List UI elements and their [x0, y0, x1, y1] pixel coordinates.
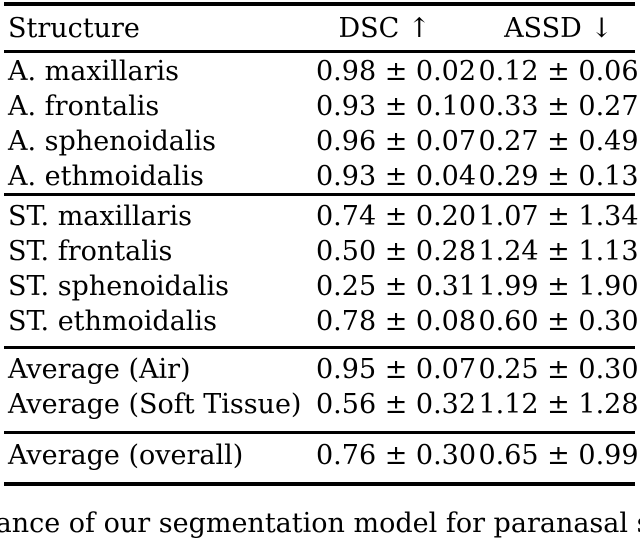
- section-group-averages: Average (Air) 0.95 ± 0.07 0.25 ± 0.30 Av…: [0, 352, 640, 422]
- dsc-cell: 0.93 ± 0.10: [316, 91, 477, 122]
- caption-text-fragment: mance of our segmentation model for para…: [0, 508, 640, 539]
- assd-cell: 1.24 ± 1.13: [478, 236, 639, 267]
- assd-cell: 1.12 ± 1.28: [478, 389, 639, 420]
- table-row: A. ethmoidalis 0.93 ± 0.04 0.29 ± 0.13: [0, 159, 640, 194]
- table-row: A. frontalis 0.93 ± 0.10 0.33 ± 0.27: [0, 89, 640, 124]
- structure-cell: Average (overall): [8, 440, 244, 471]
- assd-cell: 0.29 ± 0.13: [478, 161, 639, 192]
- table-row: ST. maxillaris 0.74 ± 0.20 1.07 ± 1.34: [0, 199, 640, 234]
- top-rule: [4, 2, 635, 6]
- table-row: A. maxillaris 0.98 ± 0.02 0.12 ± 0.06: [0, 54, 640, 89]
- dsc-cell: 0.76 ± 0.30: [316, 440, 477, 471]
- header-rule: [4, 50, 635, 53]
- dsc-cell: 0.74 ± 0.20: [316, 201, 477, 232]
- dsc-cell: 0.95 ± 0.07: [316, 354, 477, 385]
- structure-cell: ST. frontalis: [8, 236, 173, 267]
- dsc-cell: 0.96 ± 0.07: [316, 126, 477, 157]
- table-row: Average (overall) 0.76 ± 0.30 0.65 ± 0.9…: [0, 437, 640, 475]
- table-row: ST. sphenoidalis 0.25 ± 0.31 1.99 ± 1.90: [0, 269, 640, 304]
- table-header: Structure DSC ↑ ASSD ↓: [0, 8, 640, 50]
- section-overall-average: Average (overall) 0.76 ± 0.30 0.65 ± 0.9…: [0, 437, 640, 475]
- assd-cell: 0.12 ± 0.06: [478, 56, 639, 87]
- table-row: Average (Air) 0.95 ± 0.07 0.25 ± 0.30: [0, 352, 640, 387]
- structure-cell: ST. sphenoidalis: [8, 271, 229, 302]
- structure-cell: Average (Soft Tissue): [8, 389, 302, 420]
- dsc-cell: 0.98 ± 0.02: [316, 56, 477, 87]
- structure-cell: A. sphenoidalis: [8, 126, 216, 157]
- column-header-structure: Structure: [8, 13, 140, 44]
- assd-cell: 1.99 ± 1.90: [478, 271, 639, 302]
- assd-cell: 0.60 ± 0.30: [478, 306, 639, 337]
- table-row: A. sphenoidalis 0.96 ± 0.07 0.27 ± 0.49: [0, 124, 640, 159]
- assd-cell: 0.33 ± 0.27: [478, 91, 639, 122]
- structure-cell: A. ethmoidalis: [8, 161, 204, 192]
- bottom-rule: [4, 482, 635, 486]
- section-soft-tissue-structures: ST. maxillaris 0.74 ± 0.20 1.07 ± 1.34 S…: [0, 199, 640, 339]
- structure-cell: ST. ethmoidalis: [8, 306, 217, 337]
- structure-cell: A. maxillaris: [8, 56, 179, 87]
- table-row: Average (Soft Tissue) 0.56 ± 0.32 1.12 ±…: [0, 387, 640, 422]
- dsc-cell: 0.93 ± 0.04: [316, 161, 477, 192]
- table-row: ST. frontalis 0.50 ± 0.28 1.24 ± 1.13: [0, 234, 640, 269]
- dsc-cell: 0.56 ± 0.32: [316, 389, 477, 420]
- structure-cell: A. frontalis: [8, 91, 160, 122]
- assd-cell: 0.25 ± 0.30: [478, 354, 639, 385]
- dsc-cell: 0.25 ± 0.31: [316, 271, 477, 302]
- assd-cell: 0.27 ± 0.49: [478, 126, 639, 157]
- table-row: ST. ethmoidalis 0.78 ± 0.08 0.60 ± 0.30: [0, 304, 640, 339]
- assd-cell: 0.65 ± 0.99: [478, 440, 639, 471]
- midrule-after-soft: [4, 346, 635, 349]
- column-header-dsc: DSC ↑: [338, 13, 431, 44]
- section-air-structures: A. maxillaris 0.98 ± 0.02 0.12 ± 0.06 A.…: [0, 54, 640, 194]
- structure-cell: ST. maxillaris: [8, 201, 193, 232]
- dsc-cell: 0.78 ± 0.08: [316, 306, 477, 337]
- assd-cell: 1.07 ± 1.34: [478, 201, 639, 232]
- midrule-after-air: [4, 193, 635, 196]
- midrule-after-avg: [4, 431, 635, 434]
- structure-cell: Average (Air): [8, 354, 191, 385]
- column-header-assd: ASSD ↓: [504, 13, 613, 44]
- dsc-cell: 0.50 ± 0.28: [316, 236, 477, 267]
